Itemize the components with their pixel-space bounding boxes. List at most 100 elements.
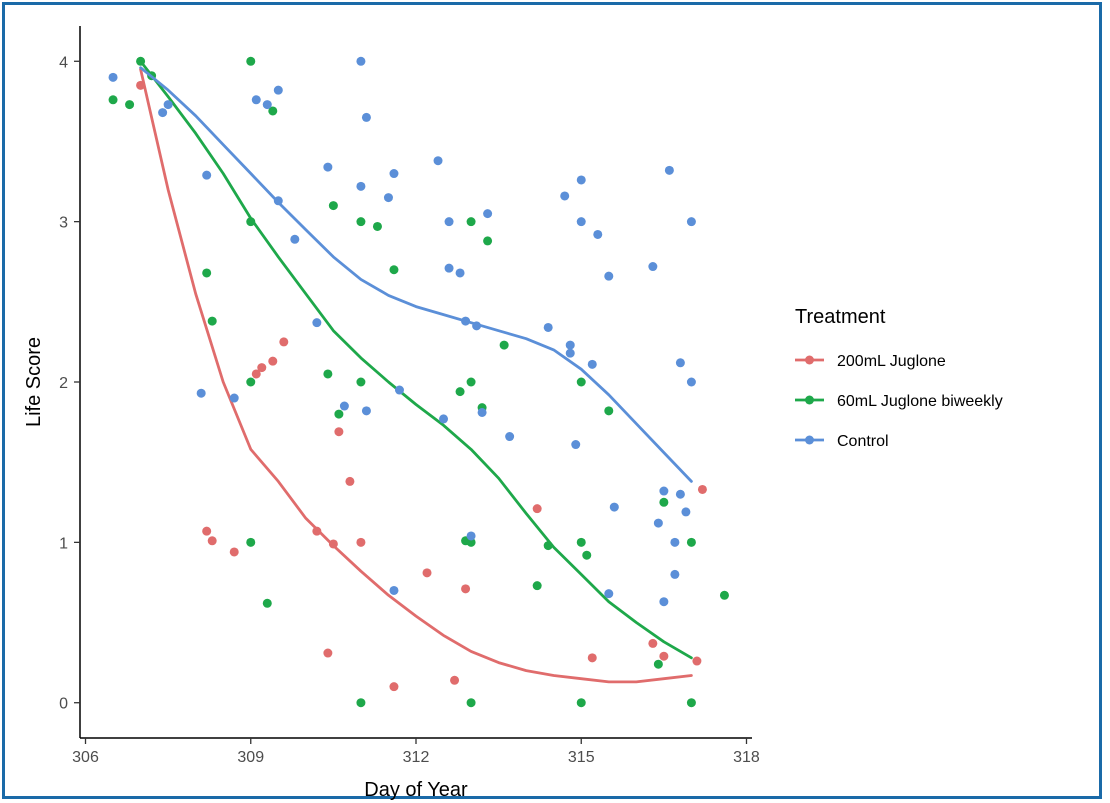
y-axis-ticks: 0 1 2 3 4	[59, 54, 80, 713]
trend-line	[139, 59, 693, 660]
data-point	[483, 236, 493, 246]
y-tick-label: 2	[59, 375, 68, 392]
trend-line	[139, 66, 693, 483]
data-point	[461, 584, 471, 594]
data-point	[576, 217, 586, 227]
data-point	[372, 221, 382, 231]
data-point	[670, 569, 680, 579]
data-point	[273, 85, 283, 95]
data-point	[450, 675, 460, 685]
data-point	[675, 489, 685, 499]
data-point	[466, 537, 476, 547]
legend-item: 60mL Juglone biweekly	[795, 393, 1003, 410]
data-point	[246, 56, 256, 66]
data-point	[543, 322, 553, 332]
data-point	[339, 401, 349, 411]
legend-key-point	[805, 355, 814, 365]
data-point	[532, 581, 542, 591]
x-tick-label: 306	[72, 749, 99, 766]
data-point	[587, 653, 597, 663]
data-point	[686, 698, 696, 708]
legend-key-point	[805, 395, 814, 405]
x-axis-ticks: 306 309 312 315 318	[72, 738, 760, 766]
data-point	[466, 531, 476, 541]
data-point	[433, 156, 443, 166]
data-point	[675, 358, 685, 368]
data-point	[686, 377, 696, 387]
data-point	[202, 526, 212, 536]
data-point	[532, 504, 542, 514]
plot-marks	[108, 56, 729, 708]
legend-label: 60mL Juglone biweekly	[837, 393, 1003, 410]
data-point	[604, 406, 614, 416]
data-point	[659, 651, 669, 661]
data-point	[686, 537, 696, 547]
data-point	[604, 589, 614, 599]
legend-key-point	[805, 435, 814, 445]
legend-title: Treatment	[795, 306, 886, 328]
data-point	[251, 369, 261, 379]
data-point	[262, 598, 272, 608]
data-point	[268, 106, 278, 116]
data-point	[499, 340, 509, 350]
data-point	[670, 537, 680, 547]
data-point	[659, 486, 669, 496]
data-point	[560, 191, 570, 201]
legend-item: 200mL Juglone	[795, 353, 946, 370]
data-point	[356, 56, 366, 66]
data-point	[268, 356, 278, 366]
data-point	[394, 385, 404, 395]
data-point	[565, 340, 575, 350]
y-tick-label: 0	[59, 696, 68, 713]
data-point	[202, 268, 212, 278]
data-point	[653, 659, 663, 669]
x-axis-title: Day of Year	[364, 779, 468, 801]
data-point	[587, 359, 597, 369]
data-point	[719, 590, 729, 600]
data-point	[686, 217, 696, 227]
data-point	[207, 536, 217, 546]
x-tick-label: 309	[237, 749, 264, 766]
data-point	[290, 234, 300, 244]
data-point	[229, 393, 239, 403]
data-point	[692, 656, 702, 666]
y-tick-label: 1	[59, 535, 68, 552]
data-point	[444, 217, 454, 227]
data-point	[389, 265, 399, 275]
data-point	[345, 476, 355, 486]
data-point	[312, 318, 322, 328]
data-point	[477, 407, 487, 417]
data-point	[158, 108, 168, 118]
data-point	[108, 72, 118, 82]
data-point	[196, 388, 206, 398]
y-tick-label: 4	[59, 54, 68, 71]
data-point	[389, 169, 399, 179]
data-point	[444, 263, 454, 273]
data-point	[334, 427, 344, 437]
data-point	[604, 271, 614, 281]
x-tick-label: 312	[403, 749, 430, 766]
data-point	[439, 414, 449, 424]
data-point	[664, 165, 674, 175]
data-point	[125, 100, 135, 110]
data-point	[356, 181, 366, 191]
data-point	[163, 100, 173, 110]
data-point	[455, 387, 465, 397]
data-point	[279, 337, 289, 347]
data-point	[659, 597, 669, 607]
y-tick-label: 3	[59, 215, 68, 232]
data-point	[229, 547, 239, 557]
legend-item: Control	[795, 433, 889, 450]
data-point	[246, 537, 256, 547]
x-tick-label: 315	[568, 749, 595, 766]
data-point	[648, 262, 658, 272]
data-point	[576, 175, 586, 185]
data-point	[246, 377, 256, 387]
data-point	[653, 518, 663, 528]
legend: Treatment 200mL Juglone 60mL Juglone biwe…	[795, 306, 1003, 450]
data-point	[466, 698, 476, 708]
data-point	[334, 409, 344, 419]
data-point	[383, 193, 393, 203]
data-point	[323, 648, 333, 658]
